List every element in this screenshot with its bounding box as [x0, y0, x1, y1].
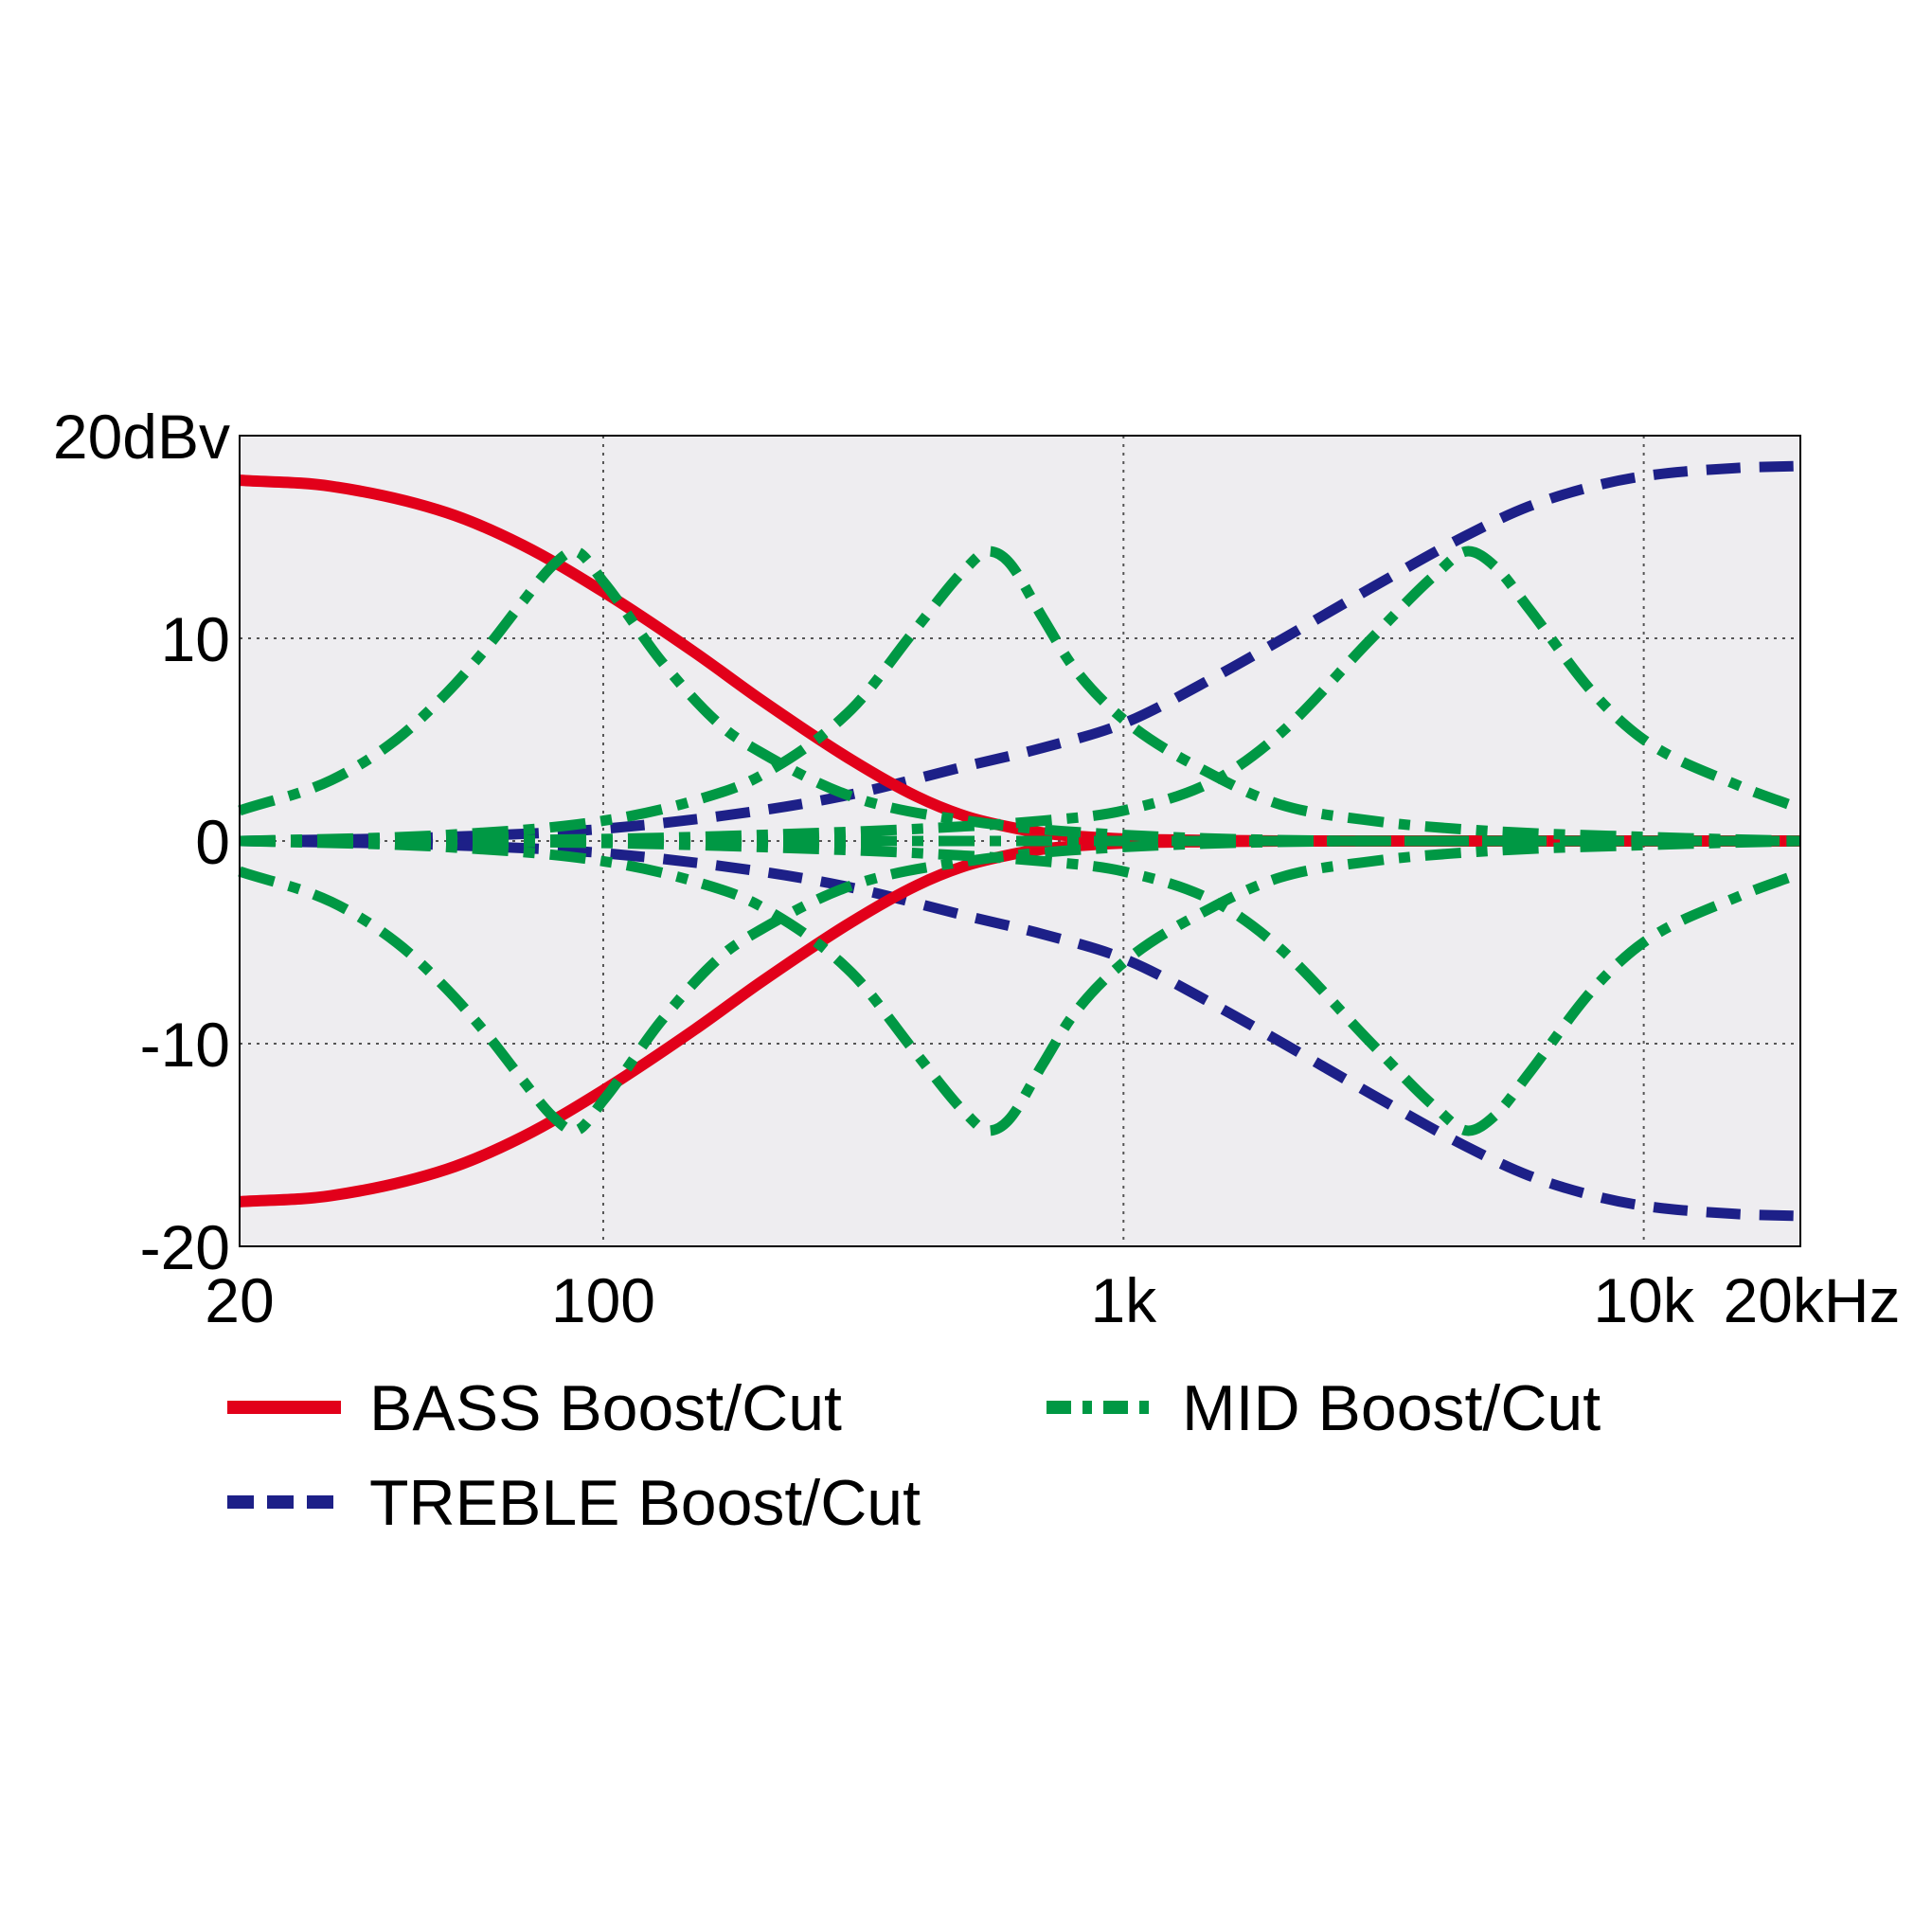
legend-entry: TREBLE Boost/Cut [227, 1467, 921, 1539]
x-tick-label: 20kHz [1723, 1265, 1900, 1335]
x-axis-ticks: 20 100 1k 10k 20kHz [205, 1265, 1900, 1335]
series-treble-line [239, 460, 1801, 847]
y-tick-label: -20 [140, 1212, 230, 1282]
legend-label: TREBLE Boost/Cut [369, 1467, 921, 1539]
legend-label: BASS Boost/Cut [369, 1372, 842, 1444]
x-tick-label: 1k [1090, 1265, 1157, 1335]
legend-entry: BASS Boost/Cut [227, 1372, 842, 1444]
x-tick-label: 10k [1593, 1265, 1694, 1335]
legend-label: MID Boost/Cut [1182, 1372, 1601, 1444]
plot-frame [239, 435, 1801, 1247]
series-treble-line [239, 835, 1801, 1222]
series-mid-line [239, 835, 1802, 1136]
y-tick-label: 0 [195, 807, 230, 877]
x-tick-label: 100 [551, 1265, 655, 1335]
series-lines [238, 460, 1802, 1222]
x-tick-label: 20 [205, 1265, 274, 1335]
y-tick-label: 20dBv [53, 402, 230, 472]
y-tick-label: -10 [140, 1010, 230, 1080]
y-axis-ticks: 20dBv 10 0 -10 -20 [53, 402, 230, 1282]
grid-lines [240, 436, 1800, 1246]
series-mid-line [239, 546, 1801, 847]
legend-entry: MID Boost/Cut [1046, 1372, 1601, 1444]
series-mid-line [239, 546, 1802, 847]
series-mid-line [239, 835, 1801, 1136]
legend: BASS Boost/Cut MID Boost/Cut TREBLE Boost/… [227, 1372, 1601, 1539]
y-tick-label: 10 [161, 604, 230, 674]
